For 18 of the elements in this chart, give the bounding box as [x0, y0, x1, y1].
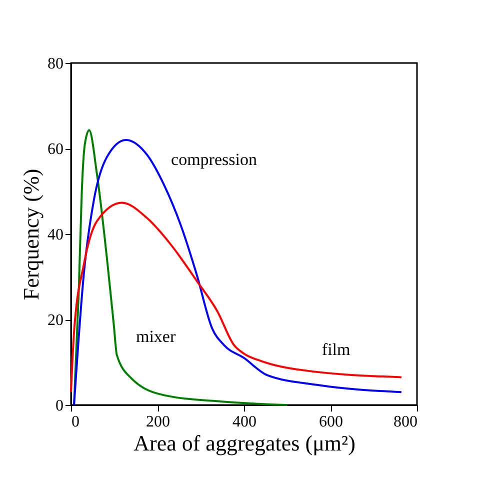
x-tick-label: 0 [72, 414, 80, 430]
y-tick-label: 40 [48, 226, 64, 244]
y-tick-label: 60 [48, 141, 64, 158]
y-tick-label: 20 [48, 312, 64, 329]
x-tick-label: 400 [232, 414, 256, 430]
x-axis-title: Area of aggregates (μm²) [134, 430, 356, 456]
line-series [70, 202, 402, 394]
y-axis-title: Ferquency (%) [18, 168, 44, 300]
series-label: compression [171, 150, 258, 169]
y-tick-label: 0 [56, 398, 64, 414]
y-tick-label: 80 [48, 56, 64, 72]
series-label: mixer [136, 327, 176, 346]
x-tick-label: 800 [394, 414, 418, 430]
series-label: film [322, 340, 350, 359]
x-tick-label: 200 [146, 414, 170, 430]
line-series [73, 138, 402, 406]
line-series [73, 129, 288, 406]
x-tick-label: 600 [319, 414, 343, 430]
